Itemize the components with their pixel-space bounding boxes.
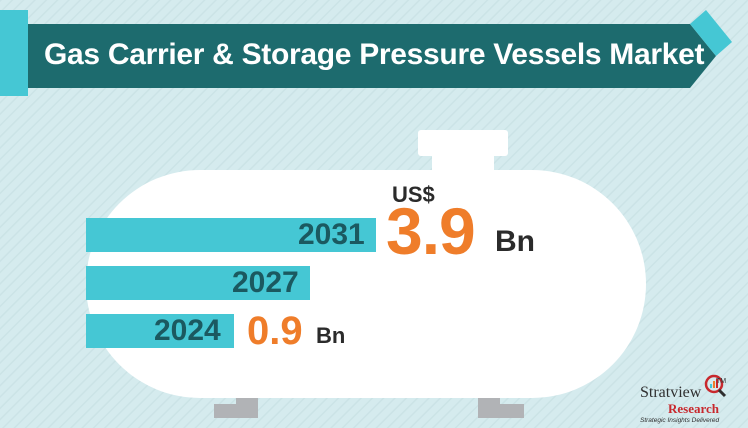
data-label-2024-unit: Bn — [316, 323, 346, 348]
data-label-2024-value: 0.9 — [247, 309, 303, 353]
data-label-2031-unit: Bn — [495, 225, 535, 258]
bar-2031 — [86, 218, 376, 252]
bar-2027 — [86, 266, 310, 300]
logo-name: Stratview — [640, 384, 702, 401]
tick-label-2027: 2027 — [232, 266, 299, 299]
logo-tagline: Strategic Insights Delivered — [640, 417, 720, 424]
title-ribbon — [0, 10, 732, 96]
data-label-2031-value: 3.9 — [386, 194, 476, 268]
stratview-logo: Stratview TM Research Strategic Insights… — [630, 370, 742, 426]
currency-label: US$ — [392, 182, 435, 207]
logo-subtitle: Research — [668, 401, 720, 416]
magnifier-chart-icon — [704, 374, 727, 398]
tick-label-2031: 2031 — [298, 218, 365, 251]
tick-label-2024: 2024 — [154, 314, 221, 347]
bar-2024 — [86, 314, 234, 348]
page-title: Gas Carrier & Storage Pressure Vessels M… — [44, 38, 705, 71]
logo-trademark: TM — [716, 378, 727, 385]
